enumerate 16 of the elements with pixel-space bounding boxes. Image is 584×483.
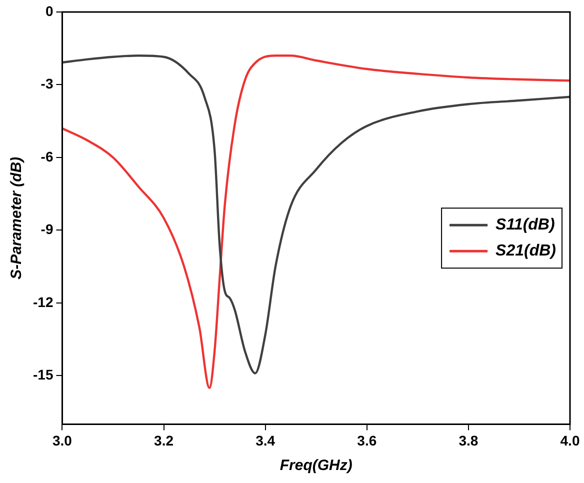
y-tick-label: -3 — [40, 76, 54, 92]
x-tick-label: 3.8 — [458, 432, 478, 448]
legend-label: S21(dB) — [496, 242, 556, 260]
y-tick-label: 0 — [45, 2, 54, 19]
y-tick-label: -12 — [33, 294, 54, 310]
x-tick-label: 3.6 — [357, 432, 377, 448]
x-tick-label: 4.0 — [560, 432, 580, 448]
x-tick-label: 3.4 — [256, 432, 276, 448]
y-tick-label: -15 — [33, 366, 54, 383]
y-tick-label: -9 — [40, 221, 54, 238]
x-tick-label: 3.0 — [52, 432, 72, 448]
x-axis-title: Freq(GHz) — [280, 457, 352, 474]
y-axis-title: S-Parameter (dB) — [8, 156, 26, 280]
y-tick-label: -6 — [40, 148, 54, 164]
x-tick-label: 3.2 — [154, 432, 174, 448]
legend-label: S11(dB) — [496, 216, 555, 234]
